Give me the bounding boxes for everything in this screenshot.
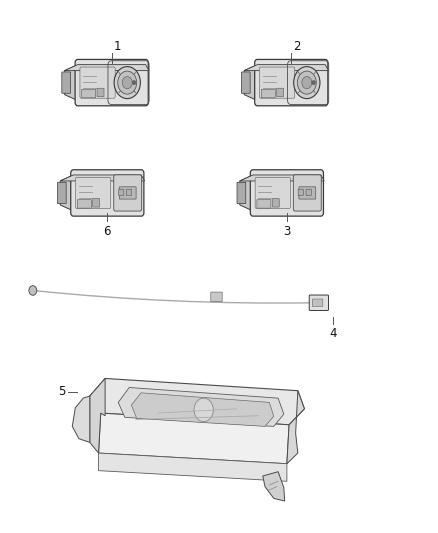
FancyBboxPatch shape — [272, 198, 279, 207]
Circle shape — [297, 71, 316, 94]
FancyBboxPatch shape — [259, 67, 295, 98]
Polygon shape — [99, 453, 287, 481]
FancyBboxPatch shape — [92, 198, 99, 207]
FancyBboxPatch shape — [255, 177, 290, 208]
Polygon shape — [64, 64, 78, 101]
Polygon shape — [287, 391, 304, 464]
Text: 2: 2 — [293, 40, 301, 53]
Text: 4: 4 — [329, 327, 337, 340]
FancyBboxPatch shape — [309, 295, 328, 310]
FancyBboxPatch shape — [97, 88, 104, 97]
Polygon shape — [90, 378, 105, 453]
FancyBboxPatch shape — [298, 189, 304, 196]
Polygon shape — [240, 175, 253, 211]
FancyBboxPatch shape — [71, 169, 144, 216]
FancyBboxPatch shape — [62, 72, 71, 93]
FancyBboxPatch shape — [312, 299, 323, 306]
Polygon shape — [90, 378, 304, 425]
FancyBboxPatch shape — [127, 189, 132, 196]
Polygon shape — [118, 387, 284, 426]
Circle shape — [194, 398, 213, 422]
FancyBboxPatch shape — [237, 182, 246, 204]
FancyBboxPatch shape — [57, 182, 66, 204]
Polygon shape — [60, 175, 73, 211]
FancyBboxPatch shape — [306, 189, 311, 196]
FancyBboxPatch shape — [241, 72, 250, 93]
Circle shape — [312, 80, 315, 85]
Polygon shape — [244, 64, 328, 71]
FancyBboxPatch shape — [257, 199, 271, 208]
FancyBboxPatch shape — [261, 89, 275, 98]
FancyBboxPatch shape — [277, 88, 284, 97]
Polygon shape — [72, 396, 90, 442]
FancyBboxPatch shape — [80, 67, 115, 98]
Text: 1: 1 — [113, 40, 121, 53]
Polygon shape — [131, 393, 274, 426]
Text: 3: 3 — [283, 225, 290, 238]
FancyBboxPatch shape — [75, 177, 111, 208]
Polygon shape — [263, 472, 285, 501]
Circle shape — [302, 77, 312, 88]
FancyBboxPatch shape — [75, 60, 148, 106]
FancyBboxPatch shape — [211, 292, 222, 302]
FancyBboxPatch shape — [293, 175, 321, 211]
FancyBboxPatch shape — [77, 199, 91, 208]
Polygon shape — [244, 64, 257, 101]
FancyBboxPatch shape — [81, 89, 95, 98]
FancyBboxPatch shape — [255, 60, 328, 106]
Text: 6: 6 — [103, 225, 111, 238]
FancyBboxPatch shape — [119, 189, 124, 196]
FancyBboxPatch shape — [119, 187, 136, 199]
FancyBboxPatch shape — [299, 187, 316, 199]
Circle shape — [122, 77, 132, 88]
FancyBboxPatch shape — [251, 169, 323, 216]
Text: 5: 5 — [58, 385, 66, 398]
Circle shape — [29, 286, 37, 295]
Circle shape — [118, 71, 137, 94]
Polygon shape — [60, 175, 145, 181]
FancyBboxPatch shape — [114, 175, 142, 211]
Polygon shape — [99, 413, 289, 464]
Circle shape — [132, 80, 136, 85]
Circle shape — [293, 67, 320, 99]
Circle shape — [114, 67, 140, 99]
Polygon shape — [64, 64, 149, 71]
Polygon shape — [240, 175, 324, 181]
